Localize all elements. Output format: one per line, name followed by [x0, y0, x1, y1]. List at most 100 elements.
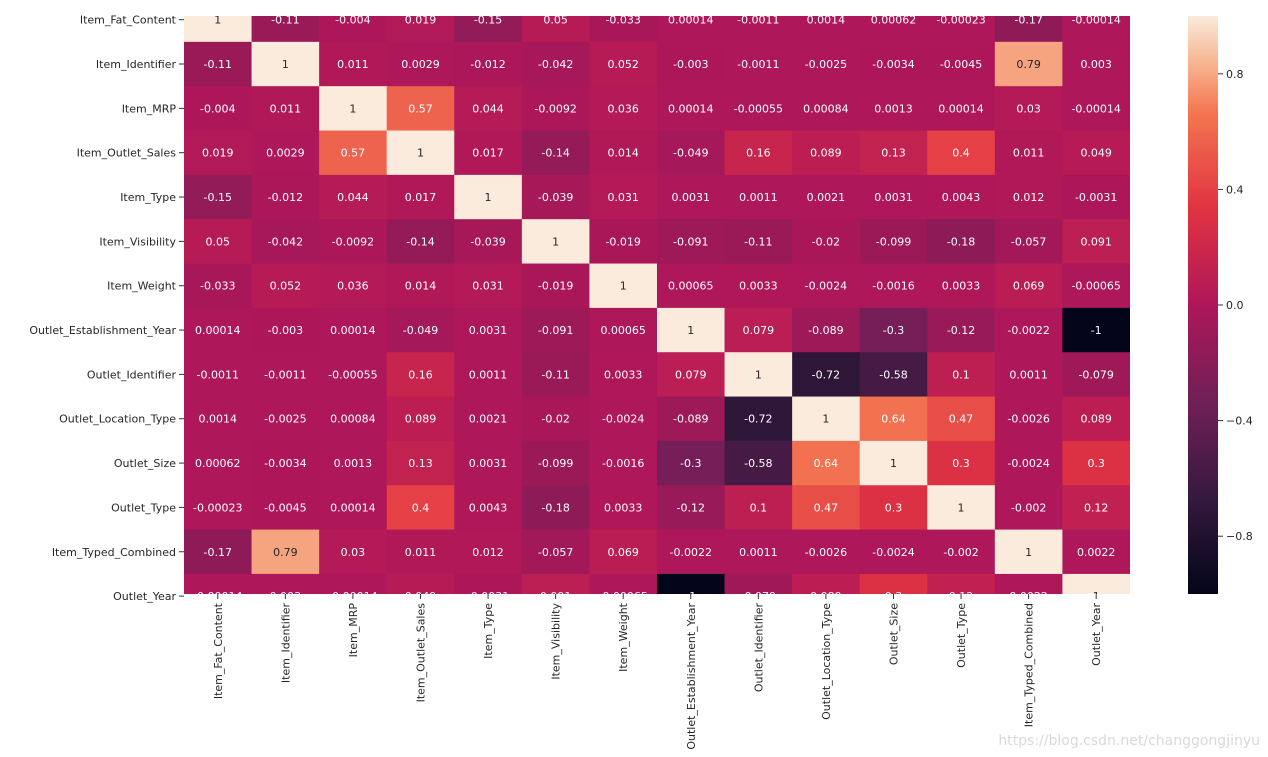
heatmap-cell	[184, 485, 253, 531]
cell-annotation: -0.14	[541, 147, 569, 160]
heatmap-cell	[589, 485, 658, 531]
heatmap-cell	[319, 219, 388, 265]
cell-annotation: 1	[214, 14, 221, 27]
heatmap-cell	[994, 440, 1064, 486]
cell-annotation: 0.05	[543, 14, 568, 27]
heatmap-cell	[994, 174, 1064, 220]
heatmap-cell	[521, 352, 591, 398]
heatmap-cell	[927, 396, 996, 442]
cell-annotation: -0.72	[744, 413, 772, 426]
cell-annotation: 0.014	[607, 147, 639, 160]
y-tick-label: Outlet_Size	[114, 457, 176, 470]
cell-annotation: 0.0031	[469, 457, 508, 470]
heatmap-cell	[521, 16, 591, 43]
x-tick-label: Outlet_Establishment_Year	[685, 603, 698, 750]
heatmap-cell	[859, 440, 928, 486]
cell-annotation: -0.00055	[328, 368, 377, 381]
heatmap-cell	[1062, 573, 1130, 594]
heatmap-cell	[386, 263, 455, 309]
cell-annotation: 0.3	[952, 457, 970, 470]
heatmap-cell	[589, 16, 658, 43]
cell-annotation: -0.11	[271, 14, 299, 27]
heatmap-cell	[724, 352, 793, 398]
heatmap-cell	[656, 263, 726, 309]
heatmap-cell	[454, 130, 523, 176]
heatmap-cell	[927, 573, 996, 594]
cell-annotation: 0.031	[607, 191, 639, 204]
cell-annotation: 0.1	[750, 501, 768, 514]
cell-annotation: 0.0033	[739, 280, 778, 293]
heatmap-cell	[251, 440, 320, 486]
heatmap-cell	[454, 529, 523, 575]
cell-annotation: 0.0031	[874, 191, 913, 204]
cell-annotation: -0.089	[808, 324, 843, 337]
cell-annotation: 0.00062	[871, 14, 917, 27]
heatmap-cell	[1062, 485, 1130, 531]
cell-annotation: -0.00065	[598, 590, 647, 603]
heatmap-annotations: 1 -0.11 -0.004 0.019 -0.15 0.05 -0.033 0.00014 -…	[193, 14, 1121, 603]
cell-annotation: 0.079	[743, 324, 775, 337]
y-tick-label: Item_Typed_Combined	[52, 546, 176, 559]
heatmap-cell	[656, 41, 726, 87]
cell-annotation: 0.003	[1080, 58, 1112, 71]
heatmap-cell	[792, 16, 861, 43]
cell-annotation: -0.0031	[1075, 191, 1117, 204]
x-tick-label: Outlet_Year	[1090, 603, 1103, 666]
heatmap-cell	[386, 573, 455, 594]
colorbar: 0.8 0.4 0.0 −0.4 −0.8	[1188, 16, 1253, 594]
heatmap-cell	[792, 219, 861, 265]
heatmap-cell	[184, 396, 253, 442]
cell-annotation: 0.0033	[604, 368, 643, 381]
heatmap-cell	[251, 396, 320, 442]
heatmap-cell	[927, 219, 996, 265]
cell-annotation: -0.042	[538, 58, 573, 71]
cell-annotation: -0.00014	[193, 590, 242, 603]
cell-annotation: -0.0011	[737, 14, 779, 27]
heatmap-cell	[656, 219, 726, 265]
heatmap-cell	[994, 573, 1064, 594]
heatmap-cell	[319, 307, 388, 353]
cell-annotation: -0.12	[677, 501, 705, 514]
cell-annotation: 0.036	[337, 280, 369, 293]
cell-annotation: 0.012	[1013, 191, 1045, 204]
heatmap-cell	[454, 396, 523, 442]
heatmap-cell	[184, 263, 253, 309]
heatmap-cell	[656, 440, 726, 486]
heatmap-cell	[184, 86, 253, 132]
heatmap-cell	[319, 573, 388, 594]
cell-annotation: 0.57	[408, 102, 433, 115]
cell-annotation: 0.00062	[195, 457, 241, 470]
heatmap-cell	[386, 130, 455, 176]
heatmap-cell	[724, 440, 793, 486]
cell-annotation: 0.00084	[330, 413, 376, 426]
cell-annotation: -0.3	[680, 457, 701, 470]
y-tick-label: Item_Identifier	[96, 58, 177, 71]
heatmap-cell	[994, 41, 1064, 87]
cell-annotation: -1	[685, 590, 696, 603]
heatmap-cell	[251, 485, 320, 531]
heatmap-cell	[589, 529, 658, 575]
heatmap-cell	[859, 573, 928, 594]
cell-annotation: 1	[485, 191, 492, 204]
cell-annotation: -0.15	[204, 191, 232, 204]
colorbar-tick-label: −0.8	[1226, 530, 1253, 543]
x-tick-label: Outlet_Size	[887, 603, 900, 665]
x-tick-label: Item_Typed_Combined	[1023, 603, 1036, 727]
heatmap-cell	[454, 352, 523, 398]
y-tick-label: Item_Weight	[107, 280, 177, 293]
cell-annotation: 0.049	[405, 590, 437, 603]
heatmap-cell	[454, 440, 523, 486]
cell-annotation: -0.003	[673, 58, 708, 71]
heatmap-cell	[994, 219, 1064, 265]
cell-annotation: -0.099	[538, 457, 573, 470]
cell-annotation: 0.0011	[739, 191, 778, 204]
cell-annotation: 1	[822, 413, 829, 426]
heatmap-cell	[859, 130, 928, 176]
heatmap-cell	[792, 529, 861, 575]
heatmap-cell	[319, 529, 388, 575]
heatmap-cell	[319, 263, 388, 309]
heatmap-cell	[521, 573, 591, 594]
cell-annotation: -0.099	[876, 235, 911, 248]
cell-annotation: -0.72	[812, 368, 840, 381]
